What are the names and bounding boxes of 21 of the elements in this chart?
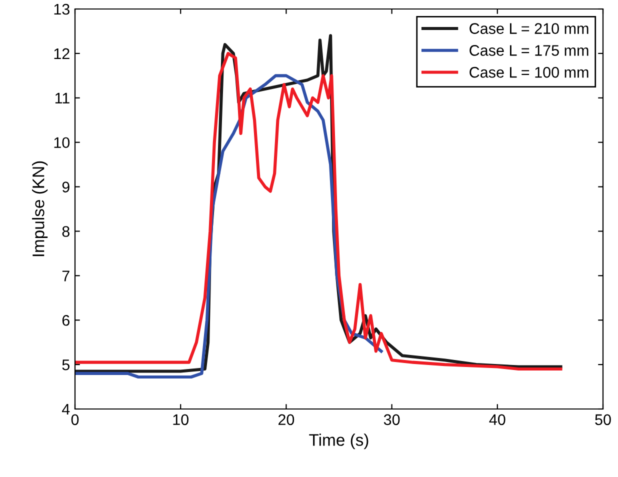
y-tick-label: 4	[62, 404, 70, 415]
y-tick-label: 10	[54, 137, 70, 148]
x-tick-label: 0	[71, 414, 79, 426]
y-tick-label: 8	[62, 226, 70, 237]
x-axis-title: Time (s)	[309, 434, 368, 450]
y-tick-label: 5	[62, 360, 70, 370]
x-tick-label: 50	[595, 414, 611, 426]
y-tick-label: 13	[54, 4, 70, 15]
y-axis-title: Impulse (KN)	[32, 161, 48, 256]
y-tick-label: 6	[62, 314, 70, 326]
x-tick-label: 10	[173, 414, 188, 426]
y-tick-label: 12	[54, 48, 70, 59]
y-tick-label: 9	[62, 182, 70, 192]
y-tick-label: 11	[55, 92, 70, 104]
legend-label: Case L = 175 mm	[470, 45, 588, 56]
y-tick-label: 7	[62, 270, 70, 282]
x-tick-label: 30	[384, 414, 400, 426]
x-tick-label: 20	[278, 414, 294, 426]
legend-label: Case L = 100 mm	[470, 66, 588, 78]
legend-label: Case L = 210 mm	[470, 23, 588, 34]
x-tick-label: 40	[489, 414, 506, 426]
